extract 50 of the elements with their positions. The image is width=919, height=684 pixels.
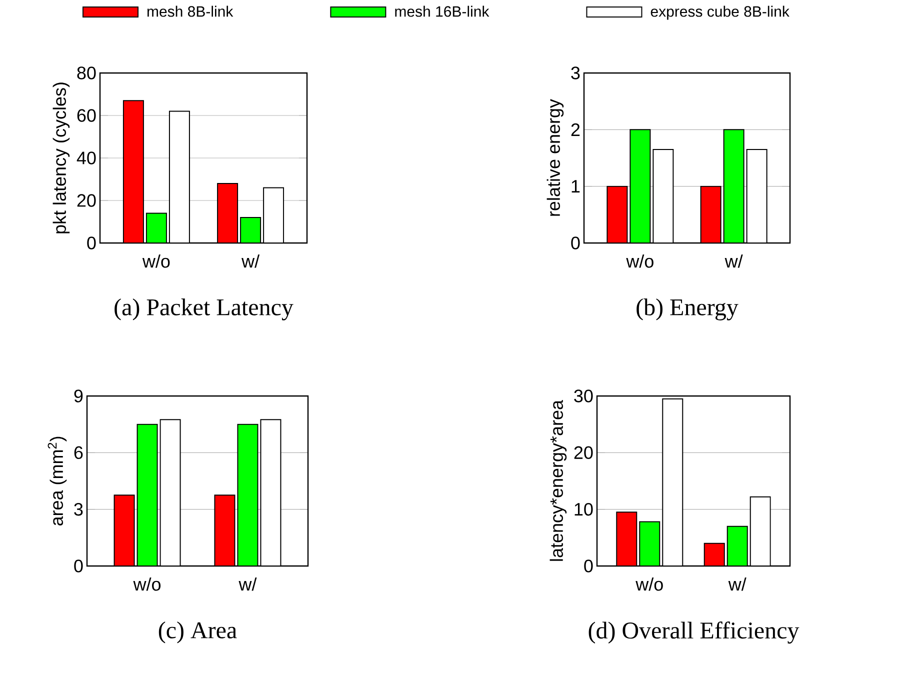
text: (d) Overall Efficiency	[588, 622, 800, 644]
x-tick-label: w/	[724, 254, 743, 268]
bar	[630, 129, 651, 243]
y-tick-label: 0	[87, 236, 96, 250]
x-tick-label: w/o	[133, 578, 161, 591]
bar	[217, 182, 238, 243]
x-tick-label: w/o	[636, 578, 663, 591]
y-tick-label: 80	[77, 66, 96, 80]
legend-label: mesh 16B-link	[395, 6, 490, 17]
text: (b) Energy	[636, 298, 738, 320]
y-axis-title: pkt latency (cycles)	[52, 82, 70, 234]
bar	[704, 542, 725, 566]
x-tick-label: w/	[728, 578, 746, 591]
legend-label: express cube 8B-link	[650, 6, 790, 20]
bar	[723, 129, 744, 243]
x-tick-label: w/o	[142, 254, 170, 268]
y-axis-title: relative energy	[546, 99, 564, 216]
y-tick-label: 2	[571, 123, 580, 136]
bar	[240, 216, 262, 243]
y-tick-label: 3	[74, 502, 83, 516]
bar	[639, 521, 660, 566]
y-tick-label: 1	[572, 180, 580, 193]
y-tick-label: 10	[574, 502, 593, 516]
bar	[214, 494, 236, 566]
bar	[146, 212, 167, 243]
x-tick-label: w/o	[626, 254, 654, 268]
text: (c) Area	[158, 622, 237, 644]
y-axis-title: area (mm$^{2}$)	[48, 436, 67, 526]
text: (a) Packet Latency	[114, 298, 294, 320]
y-tick-label: 60	[77, 109, 96, 122]
bar	[136, 424, 158, 566]
x-tick-label: w/	[238, 578, 257, 591]
y-tick-label: 40	[76, 152, 96, 164]
y-tick-label: 0	[584, 560, 593, 572]
bar	[114, 494, 135, 566]
bar	[616, 512, 638, 566]
y-axis-title: latency*energy*area	[550, 400, 567, 561]
y-tick-label: 30	[574, 390, 593, 402]
y-tick-label: 3	[571, 66, 580, 80]
legend-label: mesh 8B-link	[147, 6, 234, 17]
y-tick-label: 9	[74, 390, 83, 402]
y-tick-label: 6	[74, 446, 83, 460]
bar	[237, 424, 258, 566]
x-tick-label: w/	[242, 254, 260, 268]
y-tick-label: 0	[571, 236, 580, 250]
bar	[726, 526, 748, 566]
y-tick-label: 20	[574, 446, 593, 460]
bar	[122, 100, 144, 243]
y-tick-label: 20	[77, 194, 96, 207]
y-tick-label: 0	[74, 560, 83, 572]
